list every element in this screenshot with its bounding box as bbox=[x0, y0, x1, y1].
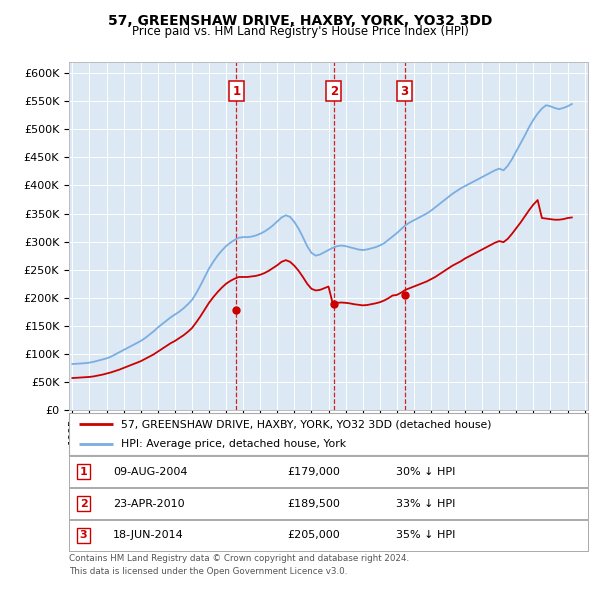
Text: 1: 1 bbox=[232, 84, 241, 98]
Text: Price paid vs. HM Land Registry's House Price Index (HPI): Price paid vs. HM Land Registry's House … bbox=[131, 25, 469, 38]
Text: 23-APR-2010: 23-APR-2010 bbox=[113, 499, 185, 509]
Text: £189,500: £189,500 bbox=[287, 499, 340, 509]
Text: 35% ↓ HPI: 35% ↓ HPI bbox=[396, 530, 455, 540]
Text: 33% ↓ HPI: 33% ↓ HPI bbox=[396, 499, 455, 509]
Text: 3: 3 bbox=[80, 530, 88, 540]
Text: 18-JUN-2014: 18-JUN-2014 bbox=[113, 530, 184, 540]
Text: 1: 1 bbox=[80, 467, 88, 477]
Text: 2: 2 bbox=[80, 499, 88, 509]
Text: £205,000: £205,000 bbox=[287, 530, 340, 540]
Text: 57, GREENSHAW DRIVE, HAXBY, YORK, YO32 3DD (detached house): 57, GREENSHAW DRIVE, HAXBY, YORK, YO32 3… bbox=[121, 419, 491, 430]
Text: 30% ↓ HPI: 30% ↓ HPI bbox=[396, 467, 455, 477]
Text: Contains HM Land Registry data © Crown copyright and database right 2024.
This d: Contains HM Land Registry data © Crown c… bbox=[69, 554, 409, 575]
Text: HPI: Average price, detached house, York: HPI: Average price, detached house, York bbox=[121, 439, 346, 449]
Text: 57, GREENSHAW DRIVE, HAXBY, YORK, YO32 3DD: 57, GREENSHAW DRIVE, HAXBY, YORK, YO32 3… bbox=[108, 14, 492, 28]
Text: 09-AUG-2004: 09-AUG-2004 bbox=[113, 467, 188, 477]
Text: £179,000: £179,000 bbox=[287, 467, 340, 477]
Text: 2: 2 bbox=[330, 84, 338, 98]
Text: 3: 3 bbox=[401, 84, 409, 98]
